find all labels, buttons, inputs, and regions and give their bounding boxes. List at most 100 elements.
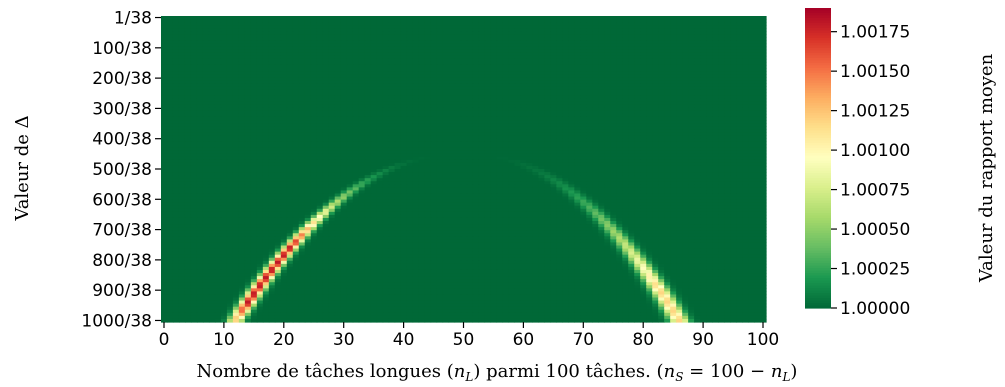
heatmap-cell (538, 80, 545, 84)
heatmap-cell (712, 31, 719, 35)
heatmap-cell (526, 19, 533, 23)
heatmap-cell (496, 61, 504, 66)
heatmap-cell (316, 77, 324, 81)
heatmap-cell (316, 34, 324, 39)
heatmap-cell (502, 129, 510, 133)
heatmap-cell (340, 156, 348, 161)
heatmap-cell (514, 37, 522, 42)
heatmap-cell (184, 89, 192, 94)
heatmap-cell (340, 159, 348, 164)
heatmap-cell (508, 162, 516, 167)
heatmap-cell (520, 104, 527, 109)
heatmap-cell (226, 165, 234, 170)
heatmap-cell (166, 132, 174, 136)
heatmap-cell (220, 25, 228, 29)
heatmap-cell (754, 113, 761, 118)
heatmap-cell (190, 141, 198, 146)
heatmap-cell (568, 162, 575, 167)
heatmap-cell (724, 110, 731, 115)
heatmap-cell (376, 28, 384, 32)
heatmap-cell (490, 162, 498, 167)
heatmap-cell (238, 98, 246, 103)
heatmap-cell (730, 16, 737, 20)
heatmap-cell (580, 113, 587, 118)
heatmap-cell (340, 34, 348, 39)
heatmap-cell (256, 123, 264, 127)
heatmap-cell (178, 86, 186, 91)
heatmap-cell (562, 16, 569, 20)
heatmap-cell (394, 107, 402, 112)
heatmap-cell (232, 19, 240, 23)
heatmap-cell (514, 89, 522, 94)
heatmap-cell (586, 22, 593, 26)
heatmap-cell (370, 116, 378, 121)
heatmap-cell (712, 107, 719, 112)
heatmap-cell (568, 101, 575, 106)
heatmap-cell (274, 77, 282, 81)
heatmap-cell (394, 80, 402, 84)
heatmap-cell (736, 71, 743, 75)
heatmap-cell (760, 19, 767, 23)
heatmap-cell (670, 156, 677, 161)
heatmap-cell (340, 52, 348, 57)
heatmap-cell (754, 52, 761, 57)
heatmap-cell (298, 107, 306, 112)
heatmap-cell (496, 113, 504, 118)
heatmap-cell (352, 156, 360, 161)
heatmap-cell (161, 55, 168, 60)
heatmap-cell (592, 107, 599, 112)
heatmap-cell (700, 144, 707, 149)
heatmap-cell (196, 135, 204, 139)
heatmap-cell (754, 64, 761, 69)
heatmap-cell (454, 104, 462, 109)
heatmap-cell (430, 129, 438, 133)
heatmap-cell (334, 104, 342, 109)
heatmap-cell (226, 86, 234, 91)
heatmap-cell (220, 123, 228, 127)
heatmap-cell (472, 64, 480, 69)
heatmap-cell (202, 101, 210, 106)
heatmap-cell (664, 132, 671, 136)
heatmap-cell (544, 16, 551, 20)
heatmap-cell (472, 43, 480, 48)
heatmap-cell (184, 95, 192, 100)
heatmap-cell (520, 95, 527, 100)
heatmap-cell (490, 43, 498, 48)
heatmap-cell (514, 153, 522, 158)
heatmap-cell (736, 43, 743, 48)
heatmap-cell (706, 68, 713, 72)
heatmap-cell (544, 19, 551, 23)
heatmap-cell (670, 86, 677, 91)
heatmap-cell (220, 113, 228, 118)
heatmap-cell (718, 144, 725, 149)
heatmap-cell (478, 135, 486, 139)
heatmap-cell (454, 22, 462, 26)
heatmap-cell (754, 46, 761, 51)
heatmap-cell (610, 74, 617, 78)
heatmap-cell (358, 159, 366, 164)
heatmap-cell (616, 28, 623, 32)
heatmap-cell (184, 138, 192, 143)
heatmap-cell (748, 19, 755, 23)
heatmap-cell (286, 98, 294, 103)
heatmap-cell (430, 71, 438, 75)
heatmap-cell (526, 64, 533, 69)
heatmap-cell (550, 58, 557, 63)
heatmap-cell (598, 68, 605, 72)
heatmap-cell (484, 126, 492, 130)
heatmap-cell (412, 159, 420, 164)
heatmap-cell (694, 156, 701, 161)
heatmap-cell (496, 25, 504, 29)
heatmap-cell (478, 55, 486, 60)
heatmap-cell (424, 110, 432, 115)
heatmap-cell (580, 147, 587, 152)
heatmap-cell (424, 159, 432, 164)
heatmap-cell (220, 120, 228, 124)
heatmap-cell (700, 77, 707, 81)
heatmap-cell (706, 147, 713, 152)
heatmap-cell (472, 46, 480, 51)
heatmap-cell (664, 101, 671, 106)
heatmap-cell (502, 37, 510, 42)
heatmap-cell (670, 147, 677, 152)
heatmap-cell (634, 77, 641, 81)
